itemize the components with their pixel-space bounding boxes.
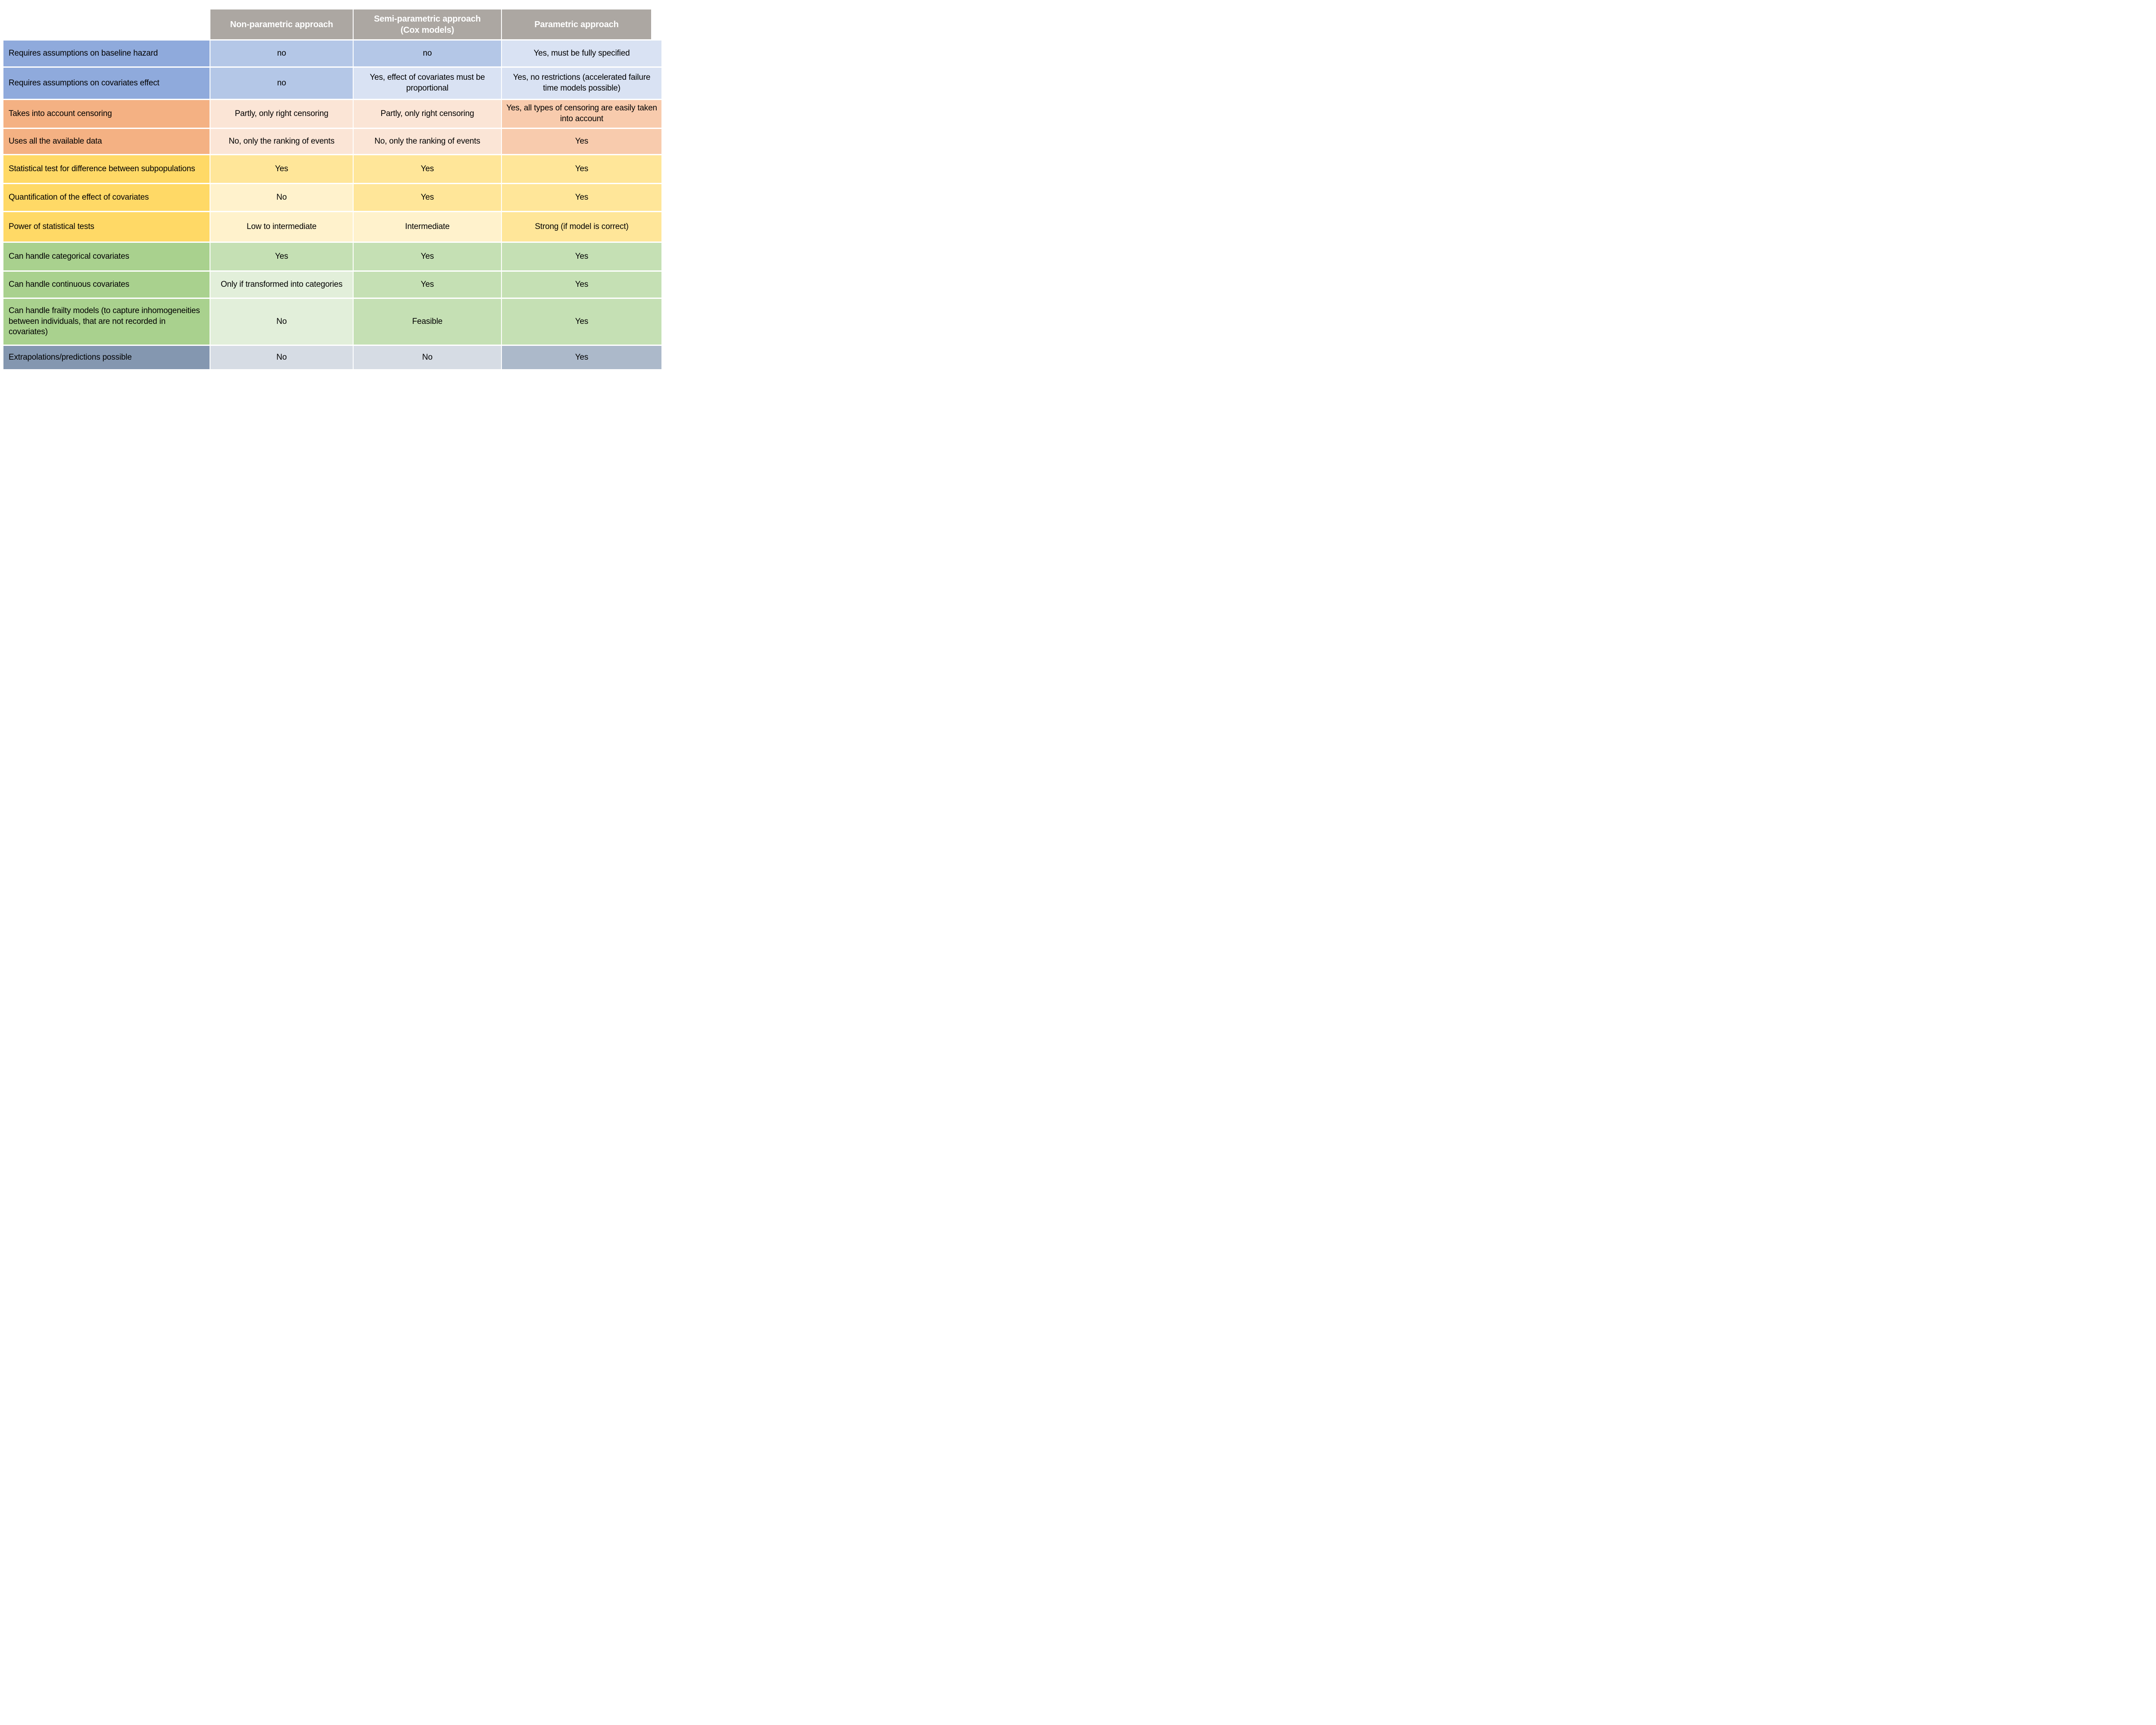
table-cell: Yes — [502, 299, 661, 345]
row-label-quantification: Quantification of the effect of covariat… — [3, 184, 210, 211]
table-cell: Strong (if model is correct) — [502, 212, 661, 242]
table-cell: No, only the ranking of events — [210, 129, 353, 154]
table-cell: no — [210, 41, 353, 66]
table-cell: no — [210, 68, 353, 99]
table-cell: Yes — [502, 243, 661, 270]
table-cell: Yes — [502, 272, 661, 298]
table-cell: Yes — [354, 272, 501, 298]
row-label-extrapolations: Extrapolations/predictions possible — [3, 346, 210, 369]
row-label-continuous-covariates: Can handle continuous covariates — [3, 272, 210, 298]
corner-spacer — [3, 9, 210, 39]
table-cell: Yes — [210, 155, 353, 183]
table-cell: Yes — [502, 346, 661, 369]
table-cell: Only if transformed into categories — [210, 272, 353, 298]
table-cell: No — [210, 346, 353, 369]
slide: Non-parametric approach Semi-parametric … — [0, 0, 664, 373]
table-cell: Yes, no restrictions (accelerated failur… — [502, 68, 661, 99]
row-label-power-of-tests: Power of statistical tests — [3, 212, 210, 242]
row-label-frailty-models: Can handle frailty models (to capture in… — [3, 299, 210, 345]
table-cell: Yes — [354, 243, 501, 270]
table-cell: Low to intermediate — [210, 212, 353, 242]
table-cell: Partly, only right censoring — [210, 100, 353, 128]
table-cell: Yes — [502, 129, 661, 154]
row-label-covariates-effect: Requires assumptions on covariates effec… — [3, 68, 210, 99]
table-cell: Yes, effect of covariates must be propor… — [354, 68, 501, 99]
table-cell: Partly, only right censoring — [354, 100, 501, 128]
row-label-censoring: Takes into account censoring — [3, 100, 210, 128]
column-header-parametric: Parametric approach — [502, 9, 651, 39]
row-label-categorical-covariates: Can handle categorical covariates — [3, 243, 210, 270]
comparison-table: Non-parametric approach Semi-parametric … — [3, 9, 661, 369]
column-header-nonparametric: Non-parametric approach — [210, 9, 353, 39]
table-cell: no — [354, 41, 501, 66]
table-cell: No — [210, 299, 353, 345]
table-cell: Yes — [502, 155, 661, 183]
table-cell: Yes — [354, 155, 501, 183]
table-cell: Yes, all types of censoring are easily t… — [502, 100, 661, 128]
table-cell: No, only the ranking of events — [354, 129, 501, 154]
row-label-baseline-hazard: Requires assumptions on baseline hazard — [3, 41, 210, 66]
table-cell: Intermediate — [354, 212, 501, 242]
column-header-semiparametric: Semi-parametric approach (Cox models) — [354, 9, 501, 39]
row-label-statistical-test: Statistical test for difference between … — [3, 155, 210, 183]
table-cell: No — [210, 184, 353, 211]
row-label-available-data: Uses all the available data — [3, 129, 210, 154]
table-cell: Feasible — [354, 299, 501, 345]
table-cell: Yes — [354, 184, 501, 211]
table-cell: Yes, must be fully specified — [502, 41, 661, 66]
table-cell: Yes — [210, 243, 353, 270]
table-cell: Yes — [502, 184, 661, 211]
table-cell: No — [354, 346, 501, 369]
